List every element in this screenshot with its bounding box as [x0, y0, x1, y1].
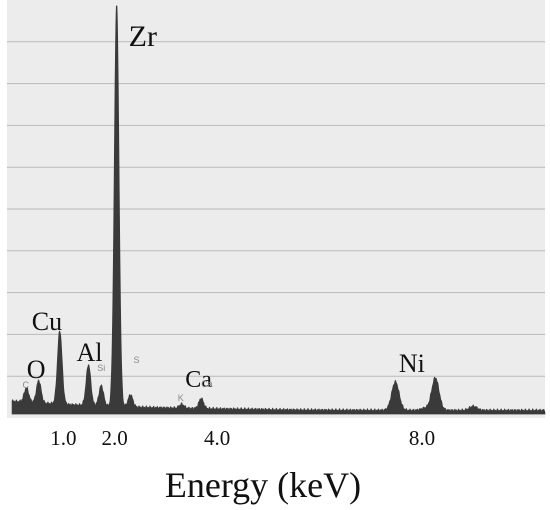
marker-label-s: S [133, 355, 139, 365]
element-label-zr: Zr [129, 20, 157, 53]
spectrum-area [11, 5, 546, 415]
x-tick-label: 8.0 [409, 426, 435, 450]
marker-label-c: C [22, 380, 29, 390]
grid-lines [7, 41, 545, 377]
element-label-ni: Ni [399, 349, 425, 378]
element-label-o: O [27, 355, 46, 384]
element-label-cu: Cu [32, 307, 62, 336]
x-tick-label: 2.0 [101, 426, 127, 450]
x-axis-title: Energy (keV) [165, 465, 361, 505]
element-label-al: Al [76, 338, 102, 367]
marker-label-k: K [178, 393, 184, 403]
marker-label-ca: Ca [201, 379, 213, 389]
x-tick-label: 4.0 [204, 426, 230, 450]
marker-label-si: Si [97, 363, 105, 373]
x-tick-label: 1.0 [50, 426, 76, 450]
x-tick-labels: 1.0 2.0 4.0 8.0 [50, 426, 435, 450]
element-label-ca: Ca [185, 367, 212, 393]
